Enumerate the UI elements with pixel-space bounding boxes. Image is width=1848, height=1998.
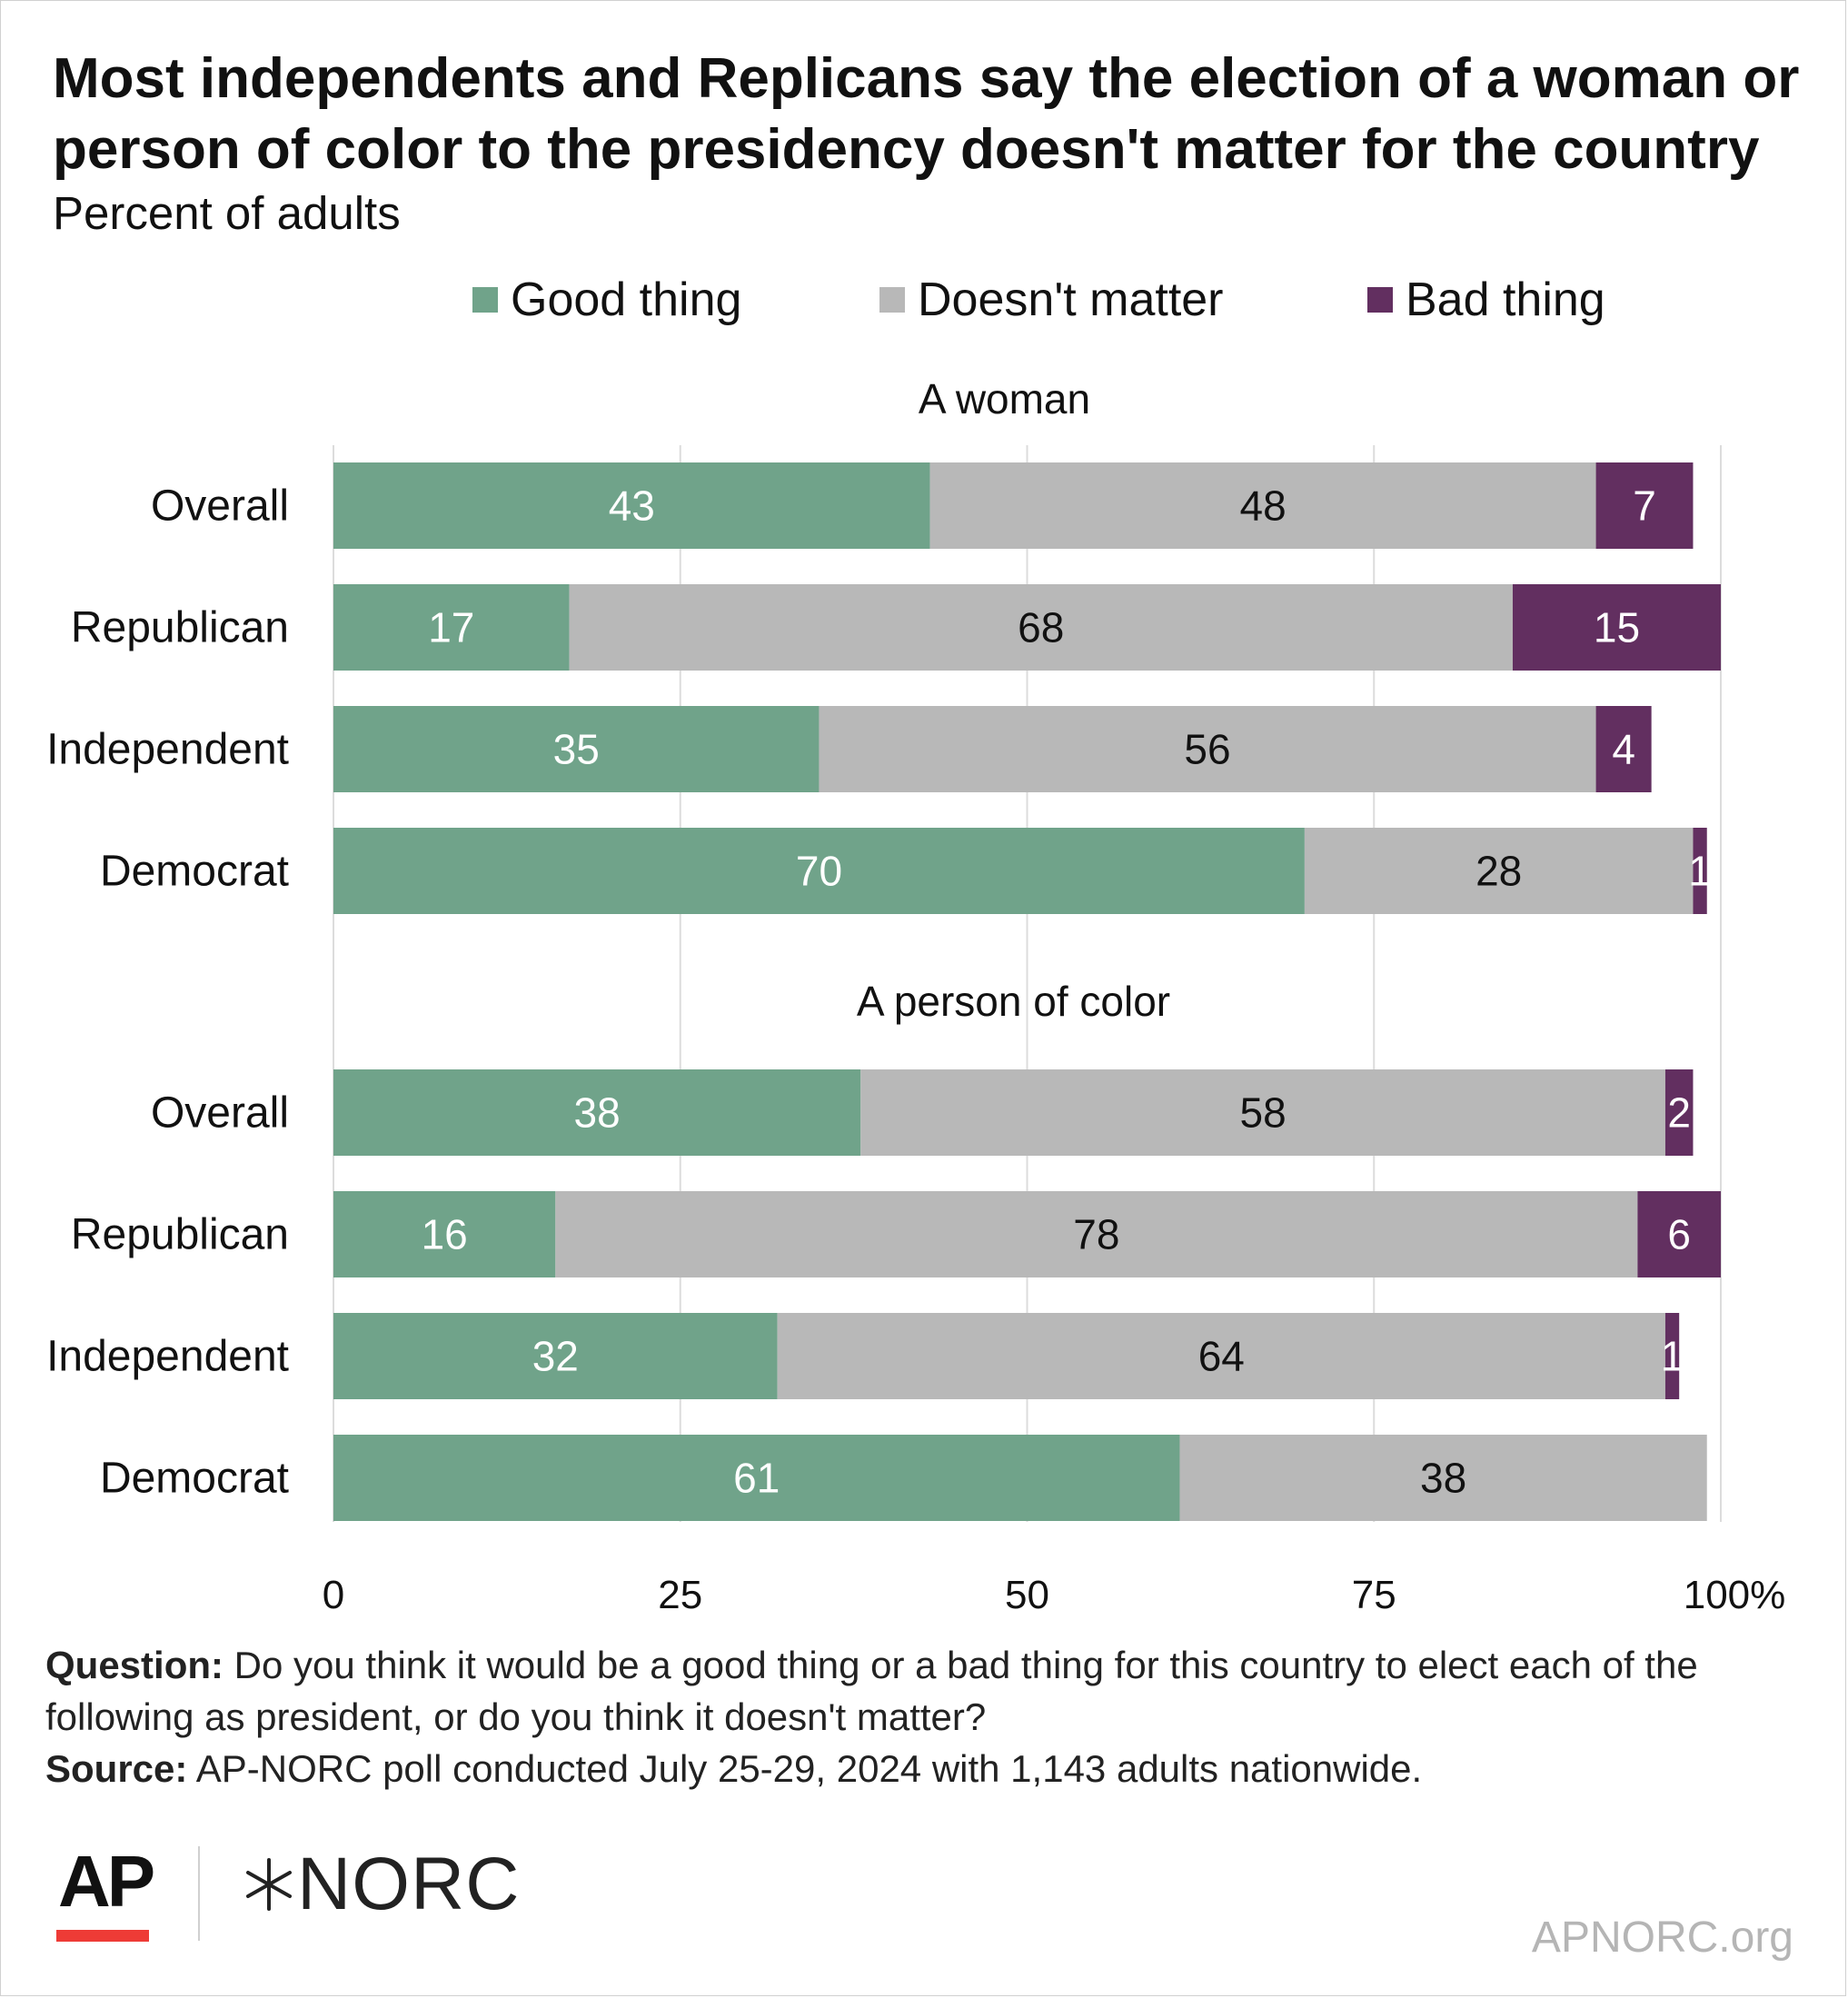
data-label: 1 xyxy=(1688,848,1712,895)
data-label: 2 xyxy=(1667,1089,1691,1137)
data-label: 15 xyxy=(1594,604,1640,651)
bar-segment xyxy=(333,1069,861,1156)
legend: Good thing Doesn't matter Bad thing xyxy=(0,273,1848,336)
data-label: 16 xyxy=(422,1211,468,1258)
chart-title: Most independents and Replicans say the … xyxy=(53,47,1800,181)
bar-segment xyxy=(1664,1313,1680,1399)
data-label: 56 xyxy=(1184,726,1230,773)
group-label: A person of color xyxy=(857,978,1170,1025)
bar-segment xyxy=(1512,584,1721,671)
category-label: Overall xyxy=(151,1089,289,1138)
data-label: 38 xyxy=(574,1089,621,1137)
legend-item-bad: Bad thing xyxy=(1367,273,1605,327)
x-tick-label: 25 xyxy=(658,1573,702,1617)
category-label: Overall xyxy=(151,482,289,531)
question-text: Do you think it would be a good thing or… xyxy=(45,1644,1698,1738)
bar-segment xyxy=(333,584,570,671)
category-label: Republican xyxy=(71,1211,289,1259)
bar-segment xyxy=(1637,1191,1721,1277)
data-label: 38 xyxy=(1420,1455,1466,1502)
bar-chart: 0 25 50 75 100% A woman Overall 43 48 7 Republican… xyxy=(46,375,1786,1617)
bar-segment xyxy=(333,1435,1180,1521)
data-label: 61 xyxy=(733,1455,780,1502)
data-label: 48 xyxy=(1240,482,1287,530)
ap-logo: AP xyxy=(58,1841,155,1922)
data-label: 64 xyxy=(1198,1333,1245,1380)
bar-segment xyxy=(1595,462,1694,549)
data-label: 1 xyxy=(1661,1333,1684,1380)
footer-notes: Question: Do you think it would be a goo… xyxy=(45,1639,1799,1794)
data-label: 17 xyxy=(428,604,474,651)
data-label: 28 xyxy=(1475,848,1522,895)
data-label: 7 xyxy=(1633,482,1656,530)
bar-segment xyxy=(555,1191,1638,1277)
bar-segment xyxy=(929,462,1596,549)
legend-label-bad: Bad thing xyxy=(1406,273,1605,326)
group-label: A woman xyxy=(919,375,1090,422)
source-label: Source: xyxy=(45,1747,188,1790)
bar-segment xyxy=(1595,706,1652,792)
logo-divider xyxy=(198,1846,200,1941)
data-label: 4 xyxy=(1612,726,1635,773)
data-label: 70 xyxy=(796,848,842,895)
bar-segment xyxy=(333,828,1305,914)
legend-swatch-good xyxy=(472,287,498,313)
bar-segment xyxy=(1304,828,1694,914)
legend-label-doesnt-matter: Doesn't matter xyxy=(918,273,1224,326)
bar-segment xyxy=(1664,1069,1694,1156)
bar-segment xyxy=(333,1313,778,1399)
category-label: Democrat xyxy=(100,848,289,896)
bar-segment xyxy=(333,1191,556,1277)
data-label: 58 xyxy=(1240,1089,1287,1137)
bar-segment xyxy=(569,584,1513,671)
bar-segment xyxy=(1179,1435,1707,1521)
legend-swatch-bad xyxy=(1367,287,1393,313)
x-tick-label: 100% xyxy=(1684,1573,1786,1617)
bar-segment xyxy=(777,1313,1665,1399)
source-text: AP-NORC poll conducted July 25-29, 2024 … xyxy=(187,1747,1423,1790)
category-label: Democrat xyxy=(100,1455,289,1503)
bar-segment xyxy=(333,706,820,792)
source-note: Source: AP-NORC poll conducted July 25-2… xyxy=(45,1743,1799,1794)
question-label: Question: xyxy=(45,1644,224,1686)
norc-logo: NORC xyxy=(241,1842,520,1927)
site-url: APNORC.org xyxy=(1531,1914,1793,1962)
category-label: Republican xyxy=(71,604,289,652)
legend-item-good: Good thing xyxy=(472,273,741,327)
ap-logo-bar xyxy=(56,1930,149,1942)
star-burst-icon xyxy=(246,1858,292,1911)
data-label: 35 xyxy=(553,726,600,773)
x-tick-label: 75 xyxy=(1352,1573,1396,1617)
category-label: Independent xyxy=(46,1333,289,1381)
data-label: 68 xyxy=(1018,604,1064,651)
x-tick-label: 0 xyxy=(323,1573,344,1617)
data-label: 32 xyxy=(532,1333,579,1380)
category-label: Independent xyxy=(46,726,289,774)
bar-segment xyxy=(333,462,930,549)
chart-subtitle: Percent of adults xyxy=(53,187,401,239)
bar-segment xyxy=(860,1069,1665,1156)
data-label: 78 xyxy=(1073,1211,1119,1258)
bar-segment xyxy=(819,706,1596,792)
legend-swatch-doesnt-matter xyxy=(879,287,905,313)
x-tick-label: 50 xyxy=(1005,1573,1049,1617)
data-label: 6 xyxy=(1667,1211,1691,1258)
bar-segment xyxy=(1693,828,1707,914)
data-label: 43 xyxy=(609,482,655,530)
question-note: Question: Do you think it would be a goo… xyxy=(45,1639,1799,1743)
norc-logo-text: NORC xyxy=(297,1843,521,1925)
legend-item-doesnt-matter: Doesn't matter xyxy=(879,273,1224,327)
legend-label-good: Good thing xyxy=(511,273,742,326)
